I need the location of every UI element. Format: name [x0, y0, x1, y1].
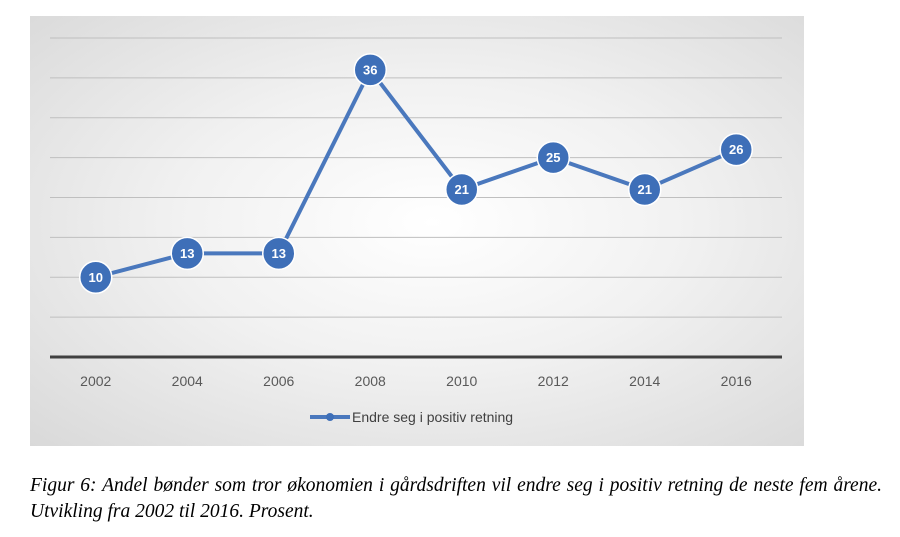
- chart-panel: 2002 2004 2006 2008 2010 2012 2014 2016 10 13 13 3…: [30, 16, 804, 446]
- x-tick-label: 2016: [721, 373, 752, 389]
- legend-label: Endre seg i positiv retning: [352, 409, 513, 425]
- data-point: [170, 236, 204, 271]
- data-label: 26: [729, 142, 743, 157]
- data-point: [79, 260, 113, 294]
- data-point: [262, 236, 296, 271]
- x-tick-label: 2014: [629, 373, 660, 389]
- legend-marker-swatch: [326, 413, 334, 421]
- x-tick-label: 2012: [538, 373, 569, 389]
- data-label: 36: [363, 62, 377, 77]
- data-point: [445, 172, 479, 207]
- data-label: 10: [89, 270, 103, 285]
- data-points: 10 13 13 36 21 25 21 26: [79, 53, 753, 294]
- x-tick-labels: 2002 2004 2006 2008 2010 2012 2014 2016: [80, 373, 752, 389]
- line-chart: 2002 2004 2006 2008 2010 2012 2014 2016 10 13 13 3…: [50, 37, 782, 425]
- x-tick-label: 2002: [80, 373, 111, 389]
- data-point: [353, 53, 387, 87]
- gridlines: [50, 37, 782, 318]
- data-label: 13: [180, 246, 194, 261]
- data-label: 25: [546, 150, 560, 165]
- data-label: 21: [638, 182, 652, 197]
- data-point: [628, 172, 662, 207]
- x-tick-label: 2010: [446, 373, 477, 389]
- data-label: 13: [272, 246, 286, 261]
- x-tick-label: 2004: [172, 373, 203, 389]
- x-tick-label: 2008: [355, 373, 386, 389]
- data-label: 21: [455, 182, 469, 197]
- x-tick-label: 2006: [263, 373, 294, 389]
- data-point: [536, 140, 570, 175]
- data-point: [719, 132, 753, 167]
- legend: Endre seg i positiv retning: [310, 409, 513, 425]
- figure-caption: Figur 6: Andel bønder som tror økonomien…: [30, 475, 882, 522]
